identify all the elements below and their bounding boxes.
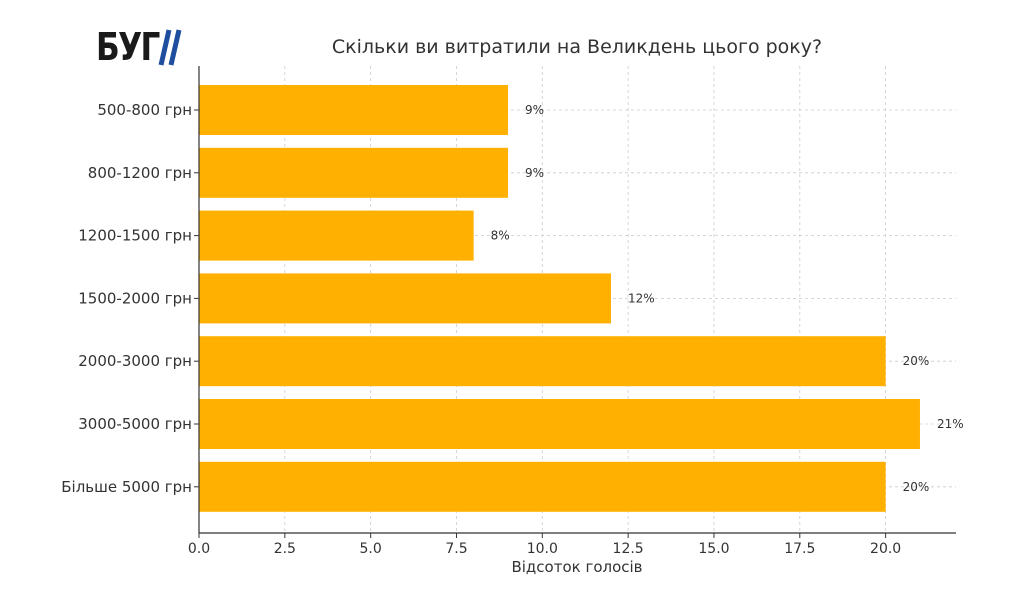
x-tick-labels: 0.0 2.5 5.0 7.5 10.0 12.5 15.0 17.5 20.0 <box>188 533 901 557</box>
y-tick-label: 3000-5000 грн <box>78 415 192 433</box>
bar <box>199 399 920 449</box>
chart-title: Скільки ви витратили на Великдень цього … <box>332 36 822 58</box>
x-tick-label: 7.5 <box>445 541 467 557</box>
data-label: 20% <box>903 354 930 368</box>
y-tick-label: Більше 5000 грн <box>61 478 192 496</box>
x-tick-label: 2.5 <box>274 541 296 557</box>
x-tick-label: 12.5 <box>613 541 644 557</box>
y-tick-label: 1200-1500 грн <box>78 227 192 245</box>
y-tick-label: 500-800 грн <box>97 101 192 119</box>
data-label: 21% <box>937 417 964 431</box>
x-tick-label: 10.0 <box>527 541 558 557</box>
data-label: 9% <box>525 103 544 117</box>
x-tick-label: 0.0 <box>188 541 210 557</box>
y-tick-label: 800-1200 грн <box>88 164 192 182</box>
x-axis-label: Відсоток голосів <box>511 558 642 576</box>
logo-slashes-icon <box>158 29 182 66</box>
bar <box>199 85 508 135</box>
data-label: 20% <box>903 480 930 494</box>
data-labels: 9% 9% 8% 12% 20% 21% 20% <box>491 103 964 494</box>
x-tick-label: 20.0 <box>870 541 901 557</box>
axes <box>198 66 956 534</box>
logo-text: БУГ <box>96 25 160 69</box>
data-label: 12% <box>628 291 655 305</box>
data-label: 9% <box>525 166 544 180</box>
bar <box>199 273 611 324</box>
y-tick-labels: 500-800 грн 800-1200 грн 1200-1500 грн 1500… <box>61 101 199 496</box>
bar <box>199 461 886 512</box>
bar <box>199 210 474 261</box>
bar <box>199 336 886 387</box>
x-tick-label: 17.5 <box>784 541 815 557</box>
x-tick-label: 5.0 <box>360 541 382 557</box>
y-tick-label: 2000-3000 грн <box>78 352 192 370</box>
logo: БУГ <box>96 22 182 72</box>
data-label: 8% <box>491 229 510 243</box>
bars <box>199 85 920 512</box>
x-tick-label: 15.0 <box>698 541 729 557</box>
bar <box>199 147 508 198</box>
y-tick-label: 1500-2000 грн <box>78 289 192 307</box>
